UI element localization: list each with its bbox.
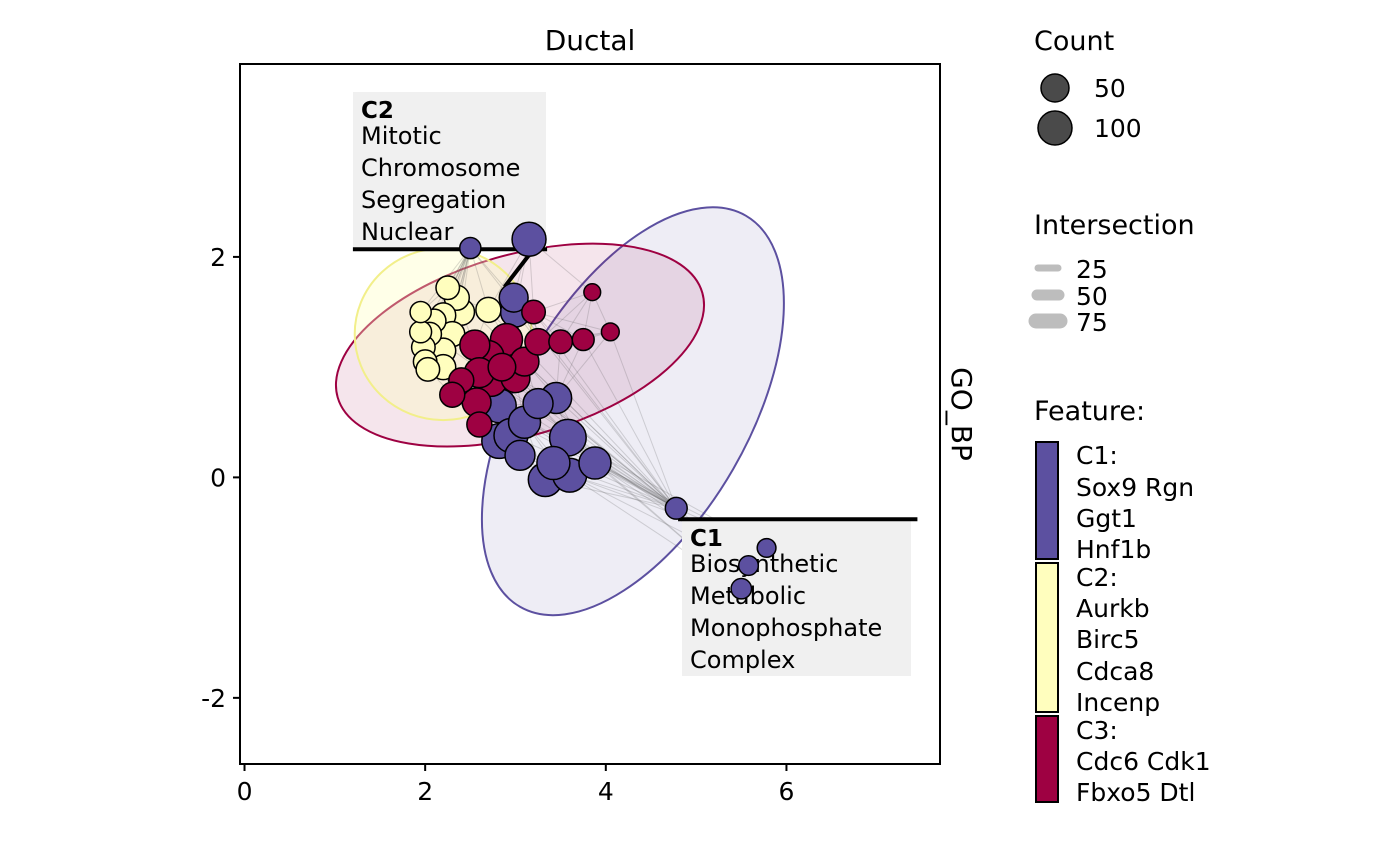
legend-feature-c1-line-3: Hnf1b [1076, 535, 1151, 564]
point-c3 [600, 322, 620, 342]
y-tick-label: -2 [201, 684, 226, 713]
y-tick-label: 0 [210, 463, 226, 492]
legend-feature-c3-line-1: Cdc6 Cdk1 [1076, 747, 1211, 776]
legend-feature: Feature: C1: Sox9 Rgn Ggt1 Hnf1b C2: Aur… [1034, 396, 1211, 807]
label-box-c2 [353, 92, 546, 248]
legend-feature-c2-line-0: C2: [1076, 563, 1118, 592]
point-c1 [756, 537, 777, 559]
legend-feature-c1-line-1: Sox9 Rgn [1076, 473, 1194, 502]
label-box-line: Complex [690, 646, 795, 674]
label-box-line: Nuclear [361, 218, 454, 246]
label-box-title-c2: C2 [361, 98, 394, 124]
legend-feature-c1-line-2: Ggt1 [1076, 504, 1137, 533]
point-c2 [408, 320, 433, 344]
legend-feature-c3-line-0: C3: [1076, 716, 1118, 745]
legend-feature-title: Feature: [1034, 396, 1145, 427]
x-axis: 0 2 4 6 [237, 764, 794, 806]
network-edge [569, 474, 677, 509]
legend-feature-c2-line-3: Cdca8 [1076, 657, 1154, 686]
network-edge [582, 339, 677, 509]
point-c1 [536, 445, 571, 481]
point-c1 [664, 496, 688, 520]
label-box-line: Monophosphate [690, 614, 882, 642]
network-edge [533, 311, 611, 333]
legend-count-label-50: 50 [1094, 74, 1126, 103]
point-c3 [466, 411, 493, 438]
legend-count-label-100: 100 [1094, 114, 1142, 143]
cluster-labels: C2MitoticChromosomeSegregationNuclearC1B… [352, 92, 918, 676]
point-c2 [475, 296, 502, 324]
label-box-title-c1: C1 [690, 526, 723, 552]
legend-count-marker-50 [1040, 73, 1070, 103]
network-edge [555, 397, 677, 509]
point-c1 [730, 577, 753, 600]
x-tick-label: 0 [237, 777, 253, 806]
point-c2 [435, 275, 461, 301]
y-axis: -2 0 2 [201, 243, 240, 713]
legend-intersection-label-25: 25 [1076, 255, 1108, 284]
legend-feature-c2-line-2: Birc5 [1076, 625, 1139, 654]
point-c3 [459, 329, 491, 361]
legend-count-marker-100 [1037, 110, 1073, 146]
point-c1 [504, 439, 536, 472]
x-tick-label: 2 [417, 777, 433, 806]
chart-title: Ductal [545, 24, 636, 57]
point-c2 [409, 300, 432, 324]
legend-feature-c2-line-4: Incenp [1076, 688, 1160, 717]
label-box-line: Mitotic [361, 122, 442, 150]
label-box-line: Segregation [361, 186, 506, 214]
legend-feature-swatch-c3 [1035, 715, 1059, 803]
point-c1 [522, 387, 554, 420]
strip-label: GO_BP [945, 367, 978, 461]
point-c1 [737, 555, 760, 577]
point-c1 [458, 236, 482, 260]
x-tick-label: 6 [778, 777, 794, 806]
point-c1 [511, 221, 547, 257]
legend-feature-c3-line-2: Fbxo5 Dtl [1076, 778, 1195, 807]
legend-intersection-label-50: 50 [1076, 282, 1108, 311]
point-c3 [487, 352, 517, 382]
label-box-c1 [682, 520, 911, 676]
network-edge [609, 331, 677, 509]
label-box-line: Chromosome [361, 154, 520, 182]
legend-feature-c2-line-1: Aurkb [1076, 594, 1150, 623]
legend-feature-swatch-c1 [1035, 441, 1059, 560]
point-c3 [583, 283, 602, 302]
point-c2 [415, 356, 441, 382]
point-c3 [524, 327, 552, 356]
legend-intersection: Intersection 25 50 75 [1028, 210, 1195, 337]
legend: Count 50 100 Intersection 25 50 75 Featu… [1028, 26, 1211, 807]
data-points [408, 221, 777, 600]
legend-intersection-title: Intersection [1034, 210, 1195, 241]
point-c3 [571, 327, 595, 352]
legend-count-title: Count [1034, 26, 1114, 57]
legend-feature-c1-line-0: C1: [1076, 441, 1118, 470]
point-c3 [439, 381, 466, 408]
legend-feature-swatch-c2 [1035, 562, 1059, 713]
legend-count: Count 50 100 [1034, 26, 1142, 146]
y-tick-label: 2 [210, 243, 226, 272]
legend-intersection-label-75: 75 [1076, 308, 1108, 337]
point-c3 [548, 329, 574, 355]
point-c3 [521, 299, 547, 325]
x-tick-label: 4 [598, 777, 614, 806]
point-c1 [498, 282, 529, 313]
panel-border [239, 63, 941, 765]
point-c1 [578, 446, 612, 480]
